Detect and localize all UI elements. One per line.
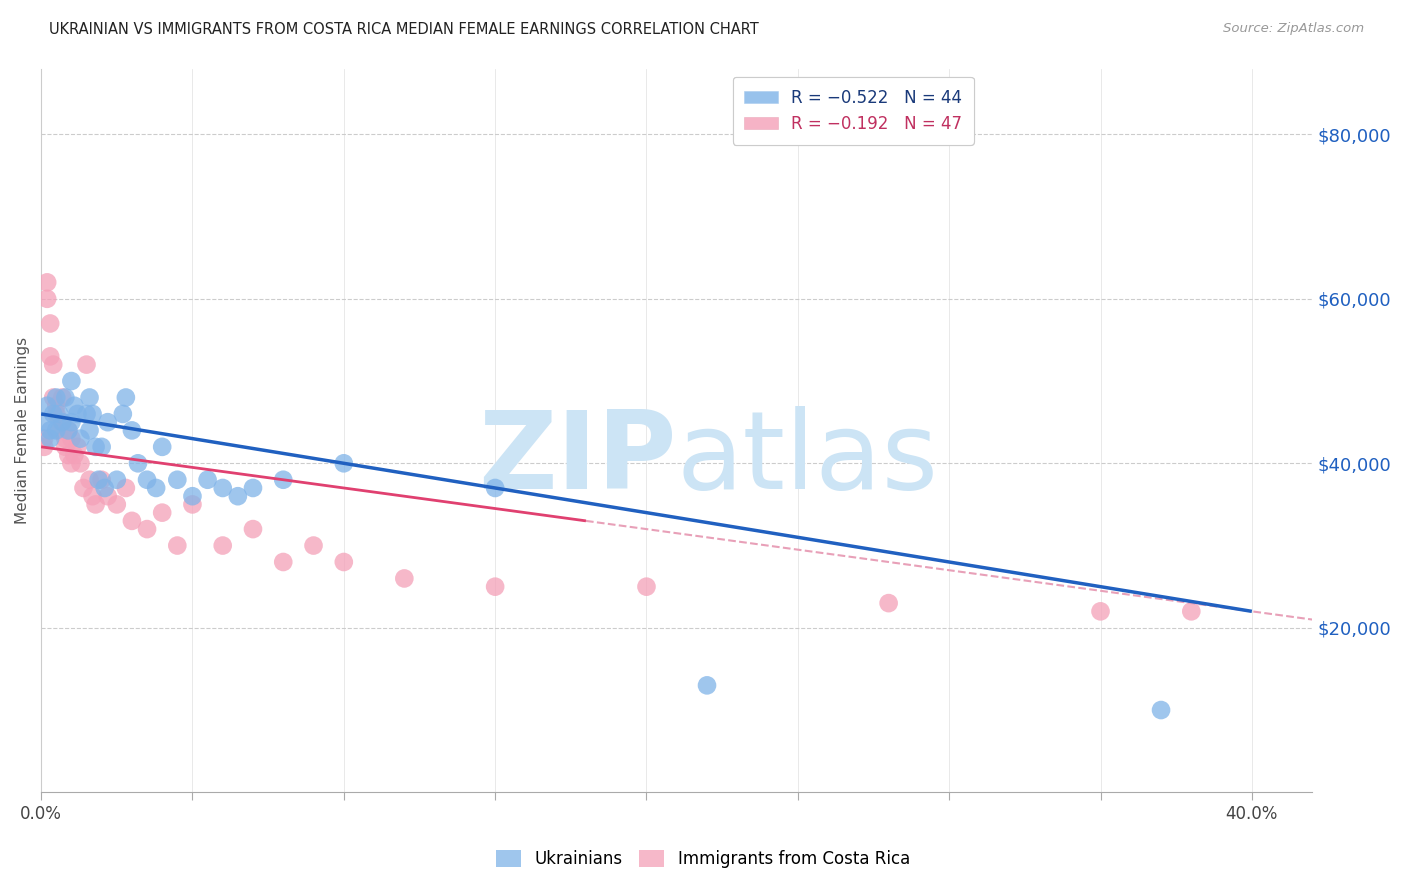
Point — [60, 432, 83, 446]
Point — [226, 489, 249, 503]
Point — [53, 391, 76, 405]
Point — [181, 497, 204, 511]
Point — [45, 407, 67, 421]
Text: Source: ZipAtlas.com: Source: ZipAtlas.com — [1223, 22, 1364, 36]
Point — [66, 407, 89, 421]
Point — [82, 489, 104, 503]
Point — [484, 481, 506, 495]
Point — [32, 415, 55, 429]
Point — [90, 440, 112, 454]
Point — [69, 456, 91, 470]
Point — [48, 424, 70, 438]
Text: atlas: atlas — [676, 407, 939, 512]
Point — [79, 391, 101, 405]
Point — [1090, 604, 1112, 618]
Point — [84, 497, 107, 511]
Point — [53, 440, 76, 454]
Point — [271, 555, 294, 569]
Point — [394, 571, 416, 585]
Point — [211, 539, 233, 553]
Point — [63, 399, 86, 413]
Point — [37, 276, 59, 290]
Point — [84, 440, 107, 454]
Point — [76, 358, 98, 372]
Point — [60, 374, 83, 388]
Point — [181, 489, 204, 503]
Point — [58, 424, 80, 438]
Point — [66, 440, 89, 454]
Point — [93, 481, 115, 495]
Point — [145, 481, 167, 495]
Point — [271, 473, 294, 487]
Point — [37, 292, 59, 306]
Point — [53, 432, 76, 446]
Point — [97, 415, 120, 429]
Point — [87, 473, 110, 487]
Point — [1150, 703, 1173, 717]
Point — [69, 432, 91, 446]
Point — [121, 514, 143, 528]
Point — [42, 407, 65, 421]
Legend: R = −0.522   N = 44, R = −0.192   N = 47: R = −0.522 N = 44, R = −0.192 N = 47 — [733, 77, 973, 145]
Point — [211, 481, 233, 495]
Point — [42, 391, 65, 405]
Point — [115, 481, 138, 495]
Point — [115, 391, 138, 405]
Point — [60, 456, 83, 470]
Text: ZIP: ZIP — [478, 407, 676, 512]
Legend: Ukrainians, Immigrants from Costa Rica: Ukrainians, Immigrants from Costa Rica — [489, 843, 917, 875]
Point — [136, 473, 159, 487]
Point — [302, 539, 325, 553]
Point — [79, 473, 101, 487]
Point — [37, 399, 59, 413]
Point — [51, 415, 73, 429]
Point — [39, 350, 62, 364]
Point — [1180, 604, 1202, 618]
Point — [484, 580, 506, 594]
Point — [121, 424, 143, 438]
Point — [39, 432, 62, 446]
Point — [42, 358, 65, 372]
Point — [51, 415, 73, 429]
Point — [97, 489, 120, 503]
Point — [636, 580, 658, 594]
Point — [60, 415, 83, 429]
Point — [45, 391, 67, 405]
Point — [82, 407, 104, 421]
Point — [48, 407, 70, 421]
Point — [197, 473, 219, 487]
Point — [333, 456, 356, 470]
Point — [32, 432, 55, 446]
Point — [45, 399, 67, 413]
Point — [39, 317, 62, 331]
Point — [166, 473, 188, 487]
Point — [127, 456, 149, 470]
Point — [150, 506, 173, 520]
Point — [90, 473, 112, 487]
Point — [39, 424, 62, 438]
Point — [32, 440, 55, 454]
Point — [136, 522, 159, 536]
Point — [242, 522, 264, 536]
Point — [150, 440, 173, 454]
Point — [72, 481, 94, 495]
Point — [76, 407, 98, 421]
Point — [58, 424, 80, 438]
Point — [45, 424, 67, 438]
Point — [333, 555, 356, 569]
Point — [51, 391, 73, 405]
Point — [105, 473, 128, 487]
Point — [166, 539, 188, 553]
Point — [111, 407, 134, 421]
Y-axis label: Median Female Earnings: Median Female Earnings — [15, 337, 30, 524]
Point — [79, 424, 101, 438]
Point — [63, 448, 86, 462]
Point — [242, 481, 264, 495]
Text: UKRAINIAN VS IMMIGRANTS FROM COSTA RICA MEDIAN FEMALE EARNINGS CORRELATION CHART: UKRAINIAN VS IMMIGRANTS FROM COSTA RICA … — [49, 22, 759, 37]
Point — [105, 497, 128, 511]
Point — [58, 448, 80, 462]
Point — [696, 678, 718, 692]
Point — [877, 596, 900, 610]
